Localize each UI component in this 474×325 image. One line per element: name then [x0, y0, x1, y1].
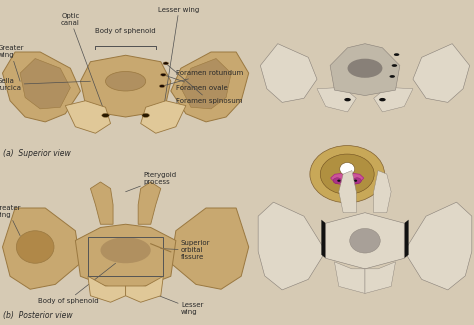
Ellipse shape — [353, 178, 361, 184]
Text: (b)  Posterior view: (b) Posterior view — [2, 311, 72, 320]
Ellipse shape — [340, 162, 355, 176]
Polygon shape — [326, 213, 404, 269]
Polygon shape — [404, 220, 409, 258]
Polygon shape — [126, 276, 163, 302]
Ellipse shape — [16, 231, 54, 263]
Text: Lesser wing: Lesser wing — [158, 7, 200, 127]
Ellipse shape — [310, 146, 384, 203]
Polygon shape — [258, 202, 326, 290]
Text: Foramen rotundum: Foramen rotundum — [162, 70, 243, 86]
Ellipse shape — [320, 154, 374, 194]
Polygon shape — [2, 52, 81, 122]
Ellipse shape — [354, 179, 357, 182]
Ellipse shape — [344, 98, 351, 101]
Ellipse shape — [379, 98, 386, 101]
Text: Pterygoid
process: Pterygoid process — [126, 172, 176, 192]
Ellipse shape — [390, 75, 395, 78]
Polygon shape — [81, 55, 171, 117]
Ellipse shape — [159, 84, 165, 88]
Polygon shape — [2, 208, 81, 289]
Text: Body of sphenoid: Body of sphenoid — [95, 28, 156, 34]
Ellipse shape — [350, 228, 380, 253]
Polygon shape — [339, 171, 356, 213]
Polygon shape — [20, 58, 70, 109]
Polygon shape — [330, 44, 400, 96]
Text: Body of sphenoid: Body of sphenoid — [37, 263, 116, 304]
Text: Foramen ovale: Foramen ovale — [163, 75, 228, 91]
Polygon shape — [91, 182, 113, 224]
Ellipse shape — [392, 64, 397, 67]
Polygon shape — [260, 44, 317, 102]
Polygon shape — [181, 58, 231, 109]
Polygon shape — [335, 262, 365, 293]
Polygon shape — [65, 101, 110, 133]
Text: Optic
canal: Optic canal — [61, 13, 106, 115]
Polygon shape — [141, 101, 186, 133]
Ellipse shape — [100, 237, 151, 263]
Polygon shape — [404, 202, 472, 290]
Text: Superior
orbital
fissure: Superior orbital fissure — [161, 240, 210, 260]
Ellipse shape — [161, 73, 166, 76]
Ellipse shape — [163, 62, 169, 65]
Text: Sella
turcica: Sella turcica — [0, 78, 91, 91]
Polygon shape — [321, 220, 326, 258]
Text: Greater
wing: Greater wing — [0, 46, 24, 81]
Ellipse shape — [394, 53, 399, 56]
Polygon shape — [138, 182, 161, 224]
Polygon shape — [413, 44, 470, 102]
Ellipse shape — [333, 178, 341, 184]
Ellipse shape — [142, 113, 149, 117]
Text: (a)  Superior view: (a) Superior view — [2, 149, 70, 158]
Ellipse shape — [337, 179, 340, 182]
Polygon shape — [317, 87, 356, 112]
Polygon shape — [88, 276, 126, 302]
Ellipse shape — [347, 59, 383, 78]
Ellipse shape — [102, 113, 109, 117]
Polygon shape — [365, 262, 395, 293]
Polygon shape — [75, 224, 176, 289]
Polygon shape — [171, 52, 249, 122]
Ellipse shape — [106, 72, 146, 91]
Text: Lesser
wing: Lesser wing — [151, 292, 203, 315]
Polygon shape — [374, 171, 391, 213]
Polygon shape — [374, 87, 413, 112]
Text: Foramen spinosum: Foramen spinosum — [166, 63, 242, 104]
Polygon shape — [331, 173, 364, 186]
Polygon shape — [171, 208, 249, 289]
Text: Greater
wing: Greater wing — [0, 205, 21, 236]
